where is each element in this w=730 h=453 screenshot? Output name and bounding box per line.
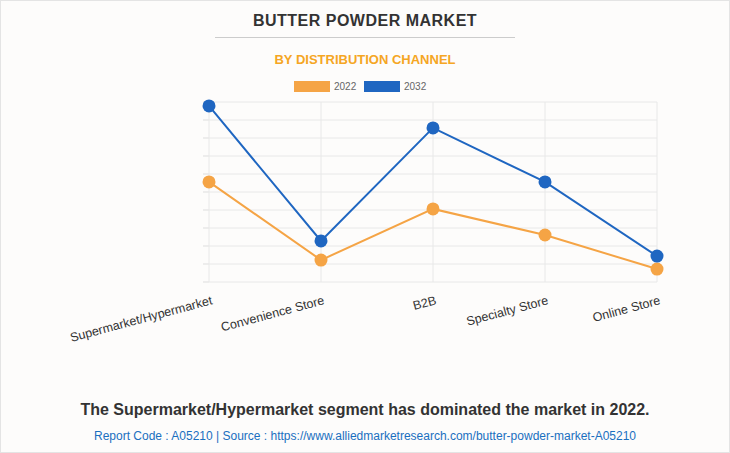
y-tick (203, 264, 209, 265)
chart: BUTTER POWDER MARKET BY DISTRIBUTION CHAN… (0, 0, 730, 453)
legend-swatch (294, 81, 330, 92)
x-tick-label: Specialty Store (465, 293, 550, 328)
point (203, 175, 216, 188)
x-tick-label: Supermarket/Hypermarket (69, 293, 215, 345)
plot (203, 99, 664, 275)
y-tick (203, 138, 209, 139)
point (427, 202, 440, 215)
point (539, 175, 552, 188)
legend-label: 2022 (334, 81, 357, 92)
y-tick (203, 210, 209, 211)
y-tick (203, 228, 209, 229)
y-tick (203, 192, 209, 193)
point (651, 263, 664, 276)
y-tick (203, 246, 209, 247)
source: Report Code : A05210 | Source : https://… (94, 429, 636, 443)
grid-line-x (545, 102, 546, 282)
point (427, 121, 440, 134)
series-line (209, 182, 657, 269)
point (315, 254, 328, 267)
grid (203, 102, 657, 282)
point (651, 250, 664, 263)
title-rule (215, 37, 515, 38)
series-line (209, 106, 657, 256)
legend-swatch (364, 81, 400, 92)
background (1, 1, 730, 453)
x-tick-label: B2B (411, 293, 437, 313)
y-tick (203, 174, 209, 175)
subtitle: BY DISTRIBUTION CHANNEL (274, 52, 455, 67)
legend: 2022 2032 (294, 81, 427, 92)
x-tick-label: Online Store (591, 293, 662, 325)
grid-line-x (209, 102, 210, 282)
y-tick (203, 282, 209, 283)
point (203, 99, 216, 112)
x-tick-label: Convenience Store (219, 293, 325, 334)
caption: The Supermarket/Hypermarket segment has … (80, 401, 649, 418)
title: BUTTER POWDER MARKET (253, 12, 477, 29)
point (539, 229, 552, 242)
legend-label: 2032 (404, 81, 427, 92)
point (315, 234, 328, 247)
y-tick (203, 120, 209, 121)
y-tick (203, 156, 209, 157)
